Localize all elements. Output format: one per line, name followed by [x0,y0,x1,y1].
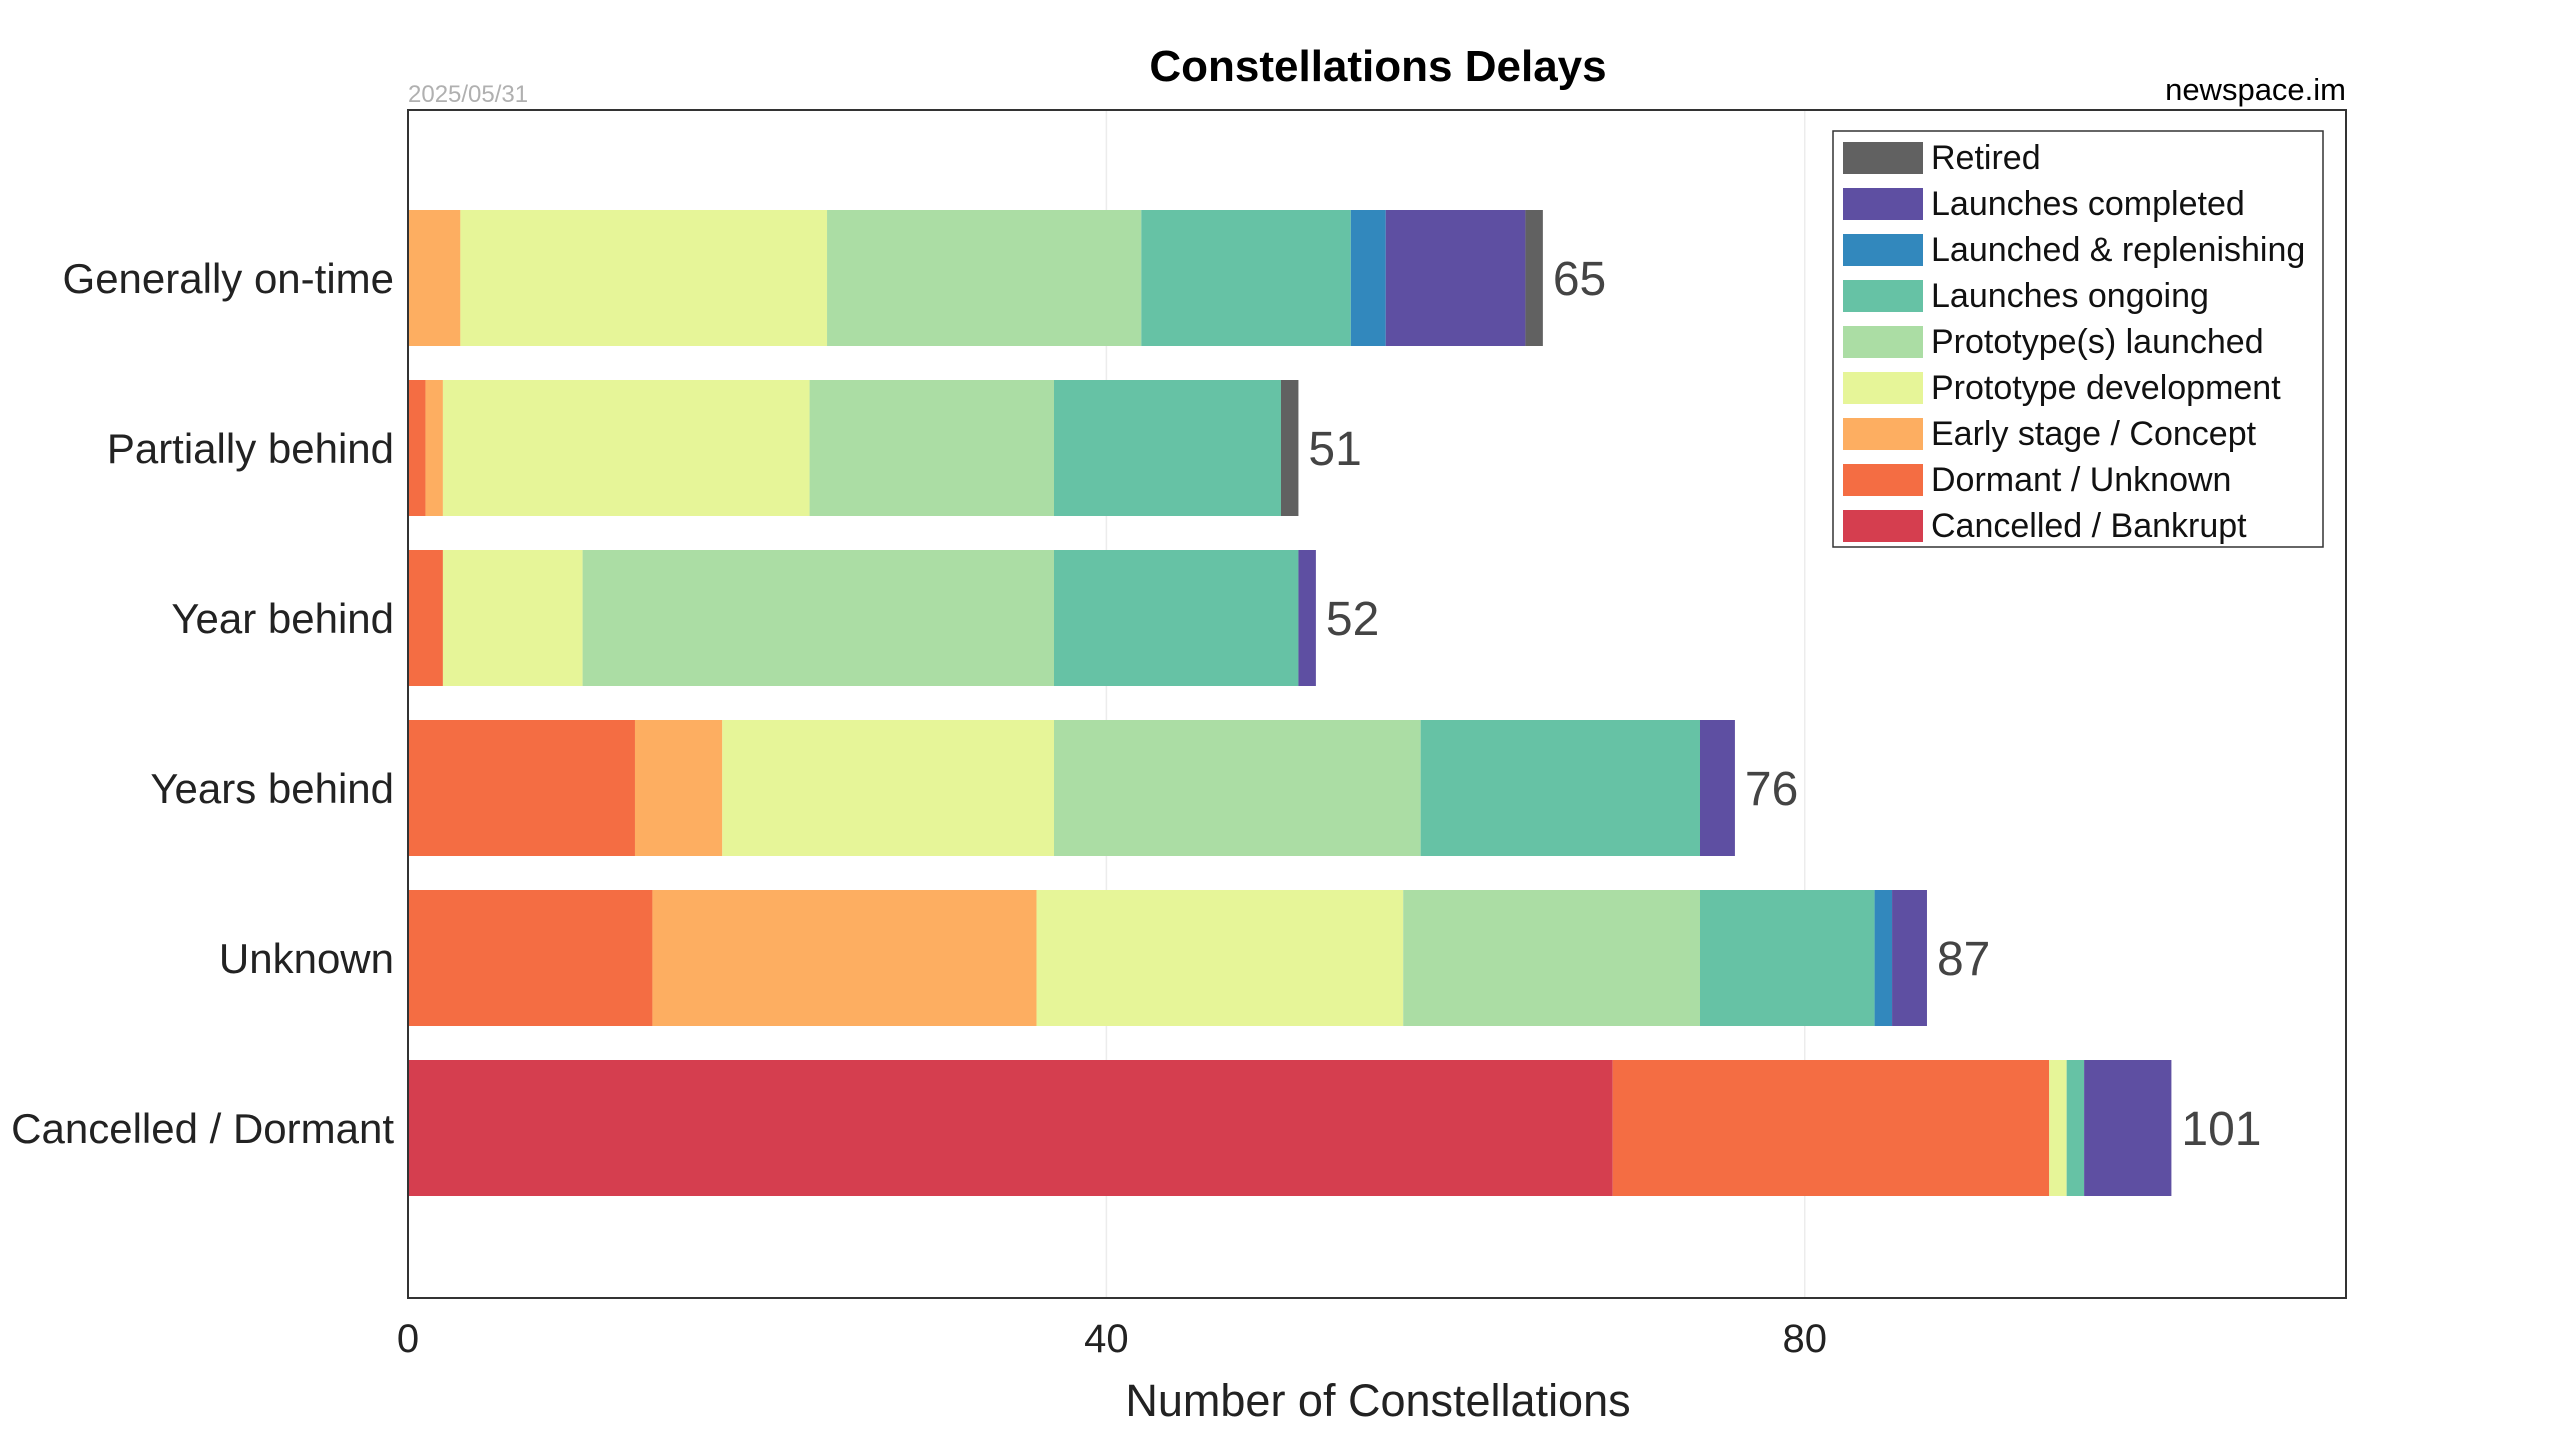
legend-label: Launched & replenishing [1931,231,2305,269]
bar-segment [2049,1060,2067,1196]
legend-swatch [1843,326,1923,358]
y-category-label: Generally on-time [63,255,394,302]
bar-segment [2084,1060,2172,1196]
bar-segment [1700,720,1735,856]
bar-segment [1350,210,1386,346]
bar-segment [1054,720,1421,856]
chart-date: 2025/05/31 [408,81,528,108]
legend-swatch [1843,280,1923,312]
bar-segment [652,890,1037,1026]
legend-swatch [1843,372,1923,404]
bar-segment [408,380,426,516]
x-axis-ticks: 0 40 80 [397,1317,1827,1361]
bar-segment [460,210,828,346]
bar-segment [2066,1060,2085,1196]
bar-segment [408,890,653,1026]
total-labels: 65 51 52 76 87 101 [1308,253,2261,1156]
bar-total-label: 101 [2181,1103,2261,1156]
bar-total-label: 76 [1745,763,1798,816]
bar-total-label: 51 [1308,423,1361,476]
legend-label: Early stage / Concept [1931,415,2257,453]
bar-segment [1420,720,1700,856]
bar-segment [1525,210,1543,346]
legend-label: Launches ongoing [1931,277,2209,315]
bar-segment [442,550,583,686]
legend-swatch [1843,510,1923,542]
legend: Retired Launches completed Launched & repl… [1832,130,2324,548]
bar-segment [1700,890,1875,1026]
legend-label: Prototype(s) launched [1931,323,2264,361]
bar-segment [1874,890,1893,1026]
y-category-label: Partially behind [107,425,394,472]
y-category-label: Years behind [150,765,394,812]
plot-frame [407,109,2347,1299]
bar-segment [1892,890,1927,1026]
bar-segment [1036,890,1404,1026]
bar-segment [442,380,810,516]
bars [408,210,2172,1196]
chart-title: Constellations Delays [1149,42,1606,91]
legend-label: Cancelled / Bankrupt [1931,507,2247,545]
y-category-label: Cancelled / Dormant [11,1105,394,1152]
bar-segment [1054,550,1299,686]
x-tick-label: 40 [1084,1317,1129,1361]
bar-segment [1280,380,1299,516]
bar-segment [1612,1060,2050,1196]
legend-label: Retired [1931,139,2041,177]
x-axis-label: Number of Constellations [1125,1375,1630,1426]
chart-source: newspace.im [2165,72,2346,107]
x-tick-label: 0 [397,1317,419,1361]
bar-segment [582,550,1054,686]
bar-total-label: 65 [1553,253,1606,306]
bar-total-label: 52 [1326,593,1379,646]
bar-segment [1054,380,1281,516]
legend-swatch [1843,188,1923,220]
legend-label: Prototype development [1931,369,2281,407]
bar-segment [722,720,1054,856]
bar-segment [408,210,461,346]
bar-segment [809,380,1054,516]
legend-swatch [1843,418,1923,450]
x-tick-label: 80 [1783,1317,1828,1361]
y-category-label: Unknown [219,935,394,982]
bar-segment [634,720,723,856]
bar-segment [408,550,443,686]
bar-segment [827,210,1142,346]
bar-segment [425,380,443,516]
bar-segment [1385,210,1526,346]
y-axis-labels: Generally on-time Partially behind Year be… [11,255,394,1152]
bar-segment [1298,550,1316,686]
legend-label: Dormant / Unknown [1931,461,2231,499]
bar-segment [1141,210,1351,346]
legend-swatch [1843,142,1923,174]
bar-segment [408,720,635,856]
y-category-label: Year behind [171,595,394,642]
legend-swatch [1843,234,1923,266]
legend-swatch [1843,464,1923,496]
bar-segment [408,1060,1613,1196]
bar-total-label: 87 [1937,933,1990,986]
legend-label: Launches completed [1931,185,2245,223]
bar-segment [1403,890,1700,1026]
